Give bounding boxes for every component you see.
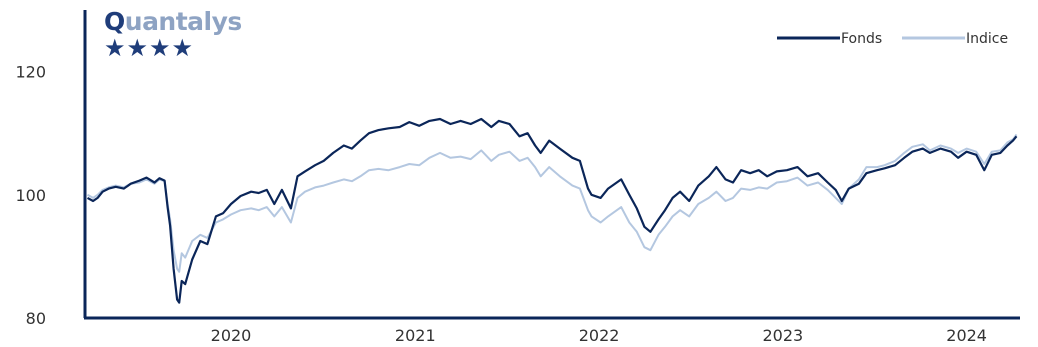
legend-label-indice: Indice xyxy=(966,31,1008,47)
series-line-indice xyxy=(87,133,1018,273)
series-layer xyxy=(86,117,1018,304)
star-icon: ★ xyxy=(126,35,149,62)
star-icon: ★ xyxy=(104,35,126,62)
x-tick-label: 2021 xyxy=(395,326,436,345)
y-tick-label: 100 xyxy=(15,186,46,205)
star-icon: ★ xyxy=(149,35,171,62)
x-tick-label: 2024 xyxy=(946,326,987,345)
rating-stars: ★★★★ xyxy=(104,35,242,63)
legend-label-fonds: Fonds xyxy=(841,31,882,47)
legend: Fonds Indice xyxy=(777,31,1008,47)
quantalys-logo: Quantalys ★★★★ xyxy=(104,8,242,63)
x-tick-label: 2022 xyxy=(579,326,620,345)
y-tick-label: 80 xyxy=(26,309,46,328)
star-icon: ★ xyxy=(171,35,194,62)
y-axis-ticks: 80 100 120 xyxy=(15,63,46,328)
logo-text: Quantalys xyxy=(104,7,242,36)
x-axis-ticks: 2020 2021 2022 2023 2024 xyxy=(211,326,987,345)
y-tick-label: 120 xyxy=(15,63,46,82)
x-tick-label: 2020 xyxy=(211,326,252,345)
x-tick-label: 2023 xyxy=(762,326,803,345)
series-line-fonds xyxy=(86,117,1018,304)
